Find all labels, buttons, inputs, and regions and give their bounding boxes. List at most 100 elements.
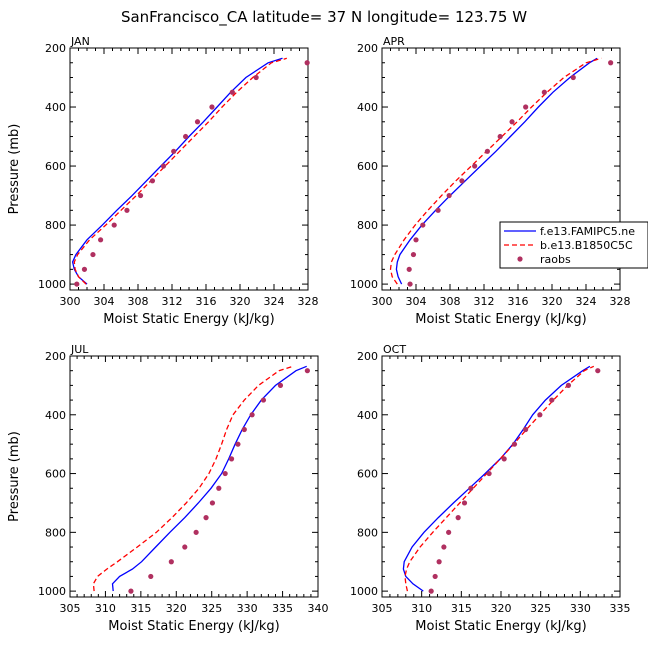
y-axis-label: Pressure (mb) bbox=[7, 431, 22, 522]
raobs-point bbox=[407, 281, 413, 287]
raobs-point bbox=[511, 441, 518, 447]
plot-frame bbox=[381, 355, 621, 598]
raobs-point bbox=[194, 119, 201, 125]
raobs-point bbox=[501, 456, 507, 462]
x-tick-label: 320 bbox=[491, 602, 512, 615]
x-axis-label: Moist Static Energy (kJ/kg) bbox=[108, 619, 279, 634]
raobs-point bbox=[459, 178, 465, 184]
raobs-point bbox=[168, 559, 174, 565]
raobs-point bbox=[304, 60, 310, 66]
raobs-point bbox=[446, 529, 452, 535]
raobs-point bbox=[216, 485, 222, 491]
x-tick-label: 304 bbox=[406, 295, 427, 308]
plot-frame bbox=[69, 47, 309, 291]
y-tick-label: 1000 bbox=[38, 278, 66, 291]
raobs-point bbox=[229, 89, 235, 95]
raobs-point bbox=[98, 237, 104, 243]
y-tick-label: 400 bbox=[357, 101, 378, 114]
series-line-dashed bbox=[92, 365, 294, 592]
x-tick-label: 325 bbox=[201, 602, 222, 615]
x-tick-label: 315 bbox=[451, 602, 472, 615]
raobs-point bbox=[209, 500, 216, 506]
y-tick-label: 400 bbox=[45, 409, 66, 422]
panel-title: OCT bbox=[383, 343, 406, 356]
raobs-point bbox=[406, 266, 412, 272]
raobs-point bbox=[249, 412, 255, 418]
raobs-point bbox=[509, 119, 515, 125]
raobs-point bbox=[537, 412, 543, 418]
x-tick-label: 304 bbox=[94, 295, 115, 308]
raobs-point bbox=[541, 89, 547, 95]
raobs-point bbox=[486, 470, 492, 477]
raobs-point bbox=[523, 104, 529, 110]
y-tick-label: 800 bbox=[45, 219, 66, 232]
raobs-point bbox=[111, 222, 117, 228]
y-axis-label: Pressure (mb) bbox=[7, 124, 22, 215]
panel-title: JAN bbox=[70, 35, 90, 48]
x-tick-label: 320 bbox=[166, 602, 187, 615]
y-tick-label: 1000 bbox=[350, 585, 378, 598]
x-tick-label: 320 bbox=[230, 295, 251, 308]
y-tick-label: 200 bbox=[357, 350, 378, 363]
raobs-point bbox=[413, 237, 419, 243]
legend-label: raobs bbox=[540, 253, 571, 266]
x-tick-label: 325 bbox=[530, 602, 551, 615]
series-line-solid bbox=[402, 365, 591, 592]
x-axis-label: Moist Static Energy (kJ/kg) bbox=[415, 312, 586, 327]
x-tick-label: 308 bbox=[440, 295, 461, 308]
raobs-point bbox=[420, 222, 426, 228]
x-tick-label: 320 bbox=[542, 295, 563, 308]
y-tick-label: 200 bbox=[45, 42, 66, 55]
panel-oct: 305 310 315 320 325 330 335 200 400 600 800 1000 OCT… bbox=[350, 343, 631, 634]
x-tick-label: 305 bbox=[372, 602, 393, 615]
x-tick-label: 300 bbox=[60, 295, 81, 308]
raobs-point bbox=[472, 163, 478, 169]
raobs-point bbox=[595, 368, 601, 374]
y-tick-label: 800 bbox=[45, 526, 66, 539]
x-tick-label: 300 bbox=[372, 295, 393, 308]
y-tick-label: 200 bbox=[45, 350, 66, 363]
x-tick-label: 310 bbox=[95, 602, 116, 615]
y-tick-label: 600 bbox=[45, 160, 66, 173]
x-tick-label: 330 bbox=[570, 602, 591, 615]
figure-title: SanFrancisco_CA latitude= 37 N longitude… bbox=[121, 8, 527, 27]
y-tick-label: 600 bbox=[357, 468, 378, 481]
x-tick-label: 312 bbox=[162, 295, 183, 308]
raobs-point bbox=[484, 148, 490, 154]
raobs-point bbox=[81, 266, 88, 272]
raobs-point bbox=[137, 192, 144, 199]
panel-jan: 300 304 308 312 316 320 324 328 200 400 600 800 1000… bbox=[7, 35, 319, 327]
x-tick-label: 340 bbox=[308, 602, 329, 615]
y-tick-label: 800 bbox=[357, 219, 378, 232]
raobs-point bbox=[209, 104, 215, 110]
raobs-point bbox=[441, 544, 447, 550]
raobs-point bbox=[160, 163, 167, 169]
raobs-point bbox=[428, 588, 434, 594]
raobs-point bbox=[304, 368, 310, 374]
raobs-point bbox=[436, 559, 442, 565]
x-tick-label: 305 bbox=[60, 602, 81, 615]
x-tick-label: 316 bbox=[508, 295, 529, 308]
legend-label: b.e13.B1850C5C bbox=[540, 239, 633, 252]
raobs-point bbox=[435, 207, 441, 213]
series-line-dashed bbox=[389, 57, 602, 285]
raobs-point bbox=[148, 573, 154, 580]
x-tick-label: 328 bbox=[610, 295, 631, 308]
series-line-dashed bbox=[404, 365, 595, 592]
x-tick-label: 335 bbox=[610, 602, 631, 615]
series-line-solid bbox=[395, 57, 598, 285]
raobs-point bbox=[128, 588, 134, 594]
x-axis-label: Moist Static Energy (kJ/kg) bbox=[103, 312, 274, 327]
x-tick-label: 328 bbox=[298, 295, 319, 308]
raobs-point bbox=[171, 148, 177, 154]
raobs-point bbox=[461, 500, 468, 506]
raobs-point bbox=[74, 281, 80, 287]
raobs-point bbox=[570, 74, 576, 81]
raobs-point bbox=[446, 192, 452, 199]
raobs-point bbox=[222, 470, 228, 477]
raobs-point bbox=[432, 573, 438, 580]
plot-frame bbox=[69, 355, 319, 598]
y-tick-label: 800 bbox=[357, 526, 378, 539]
